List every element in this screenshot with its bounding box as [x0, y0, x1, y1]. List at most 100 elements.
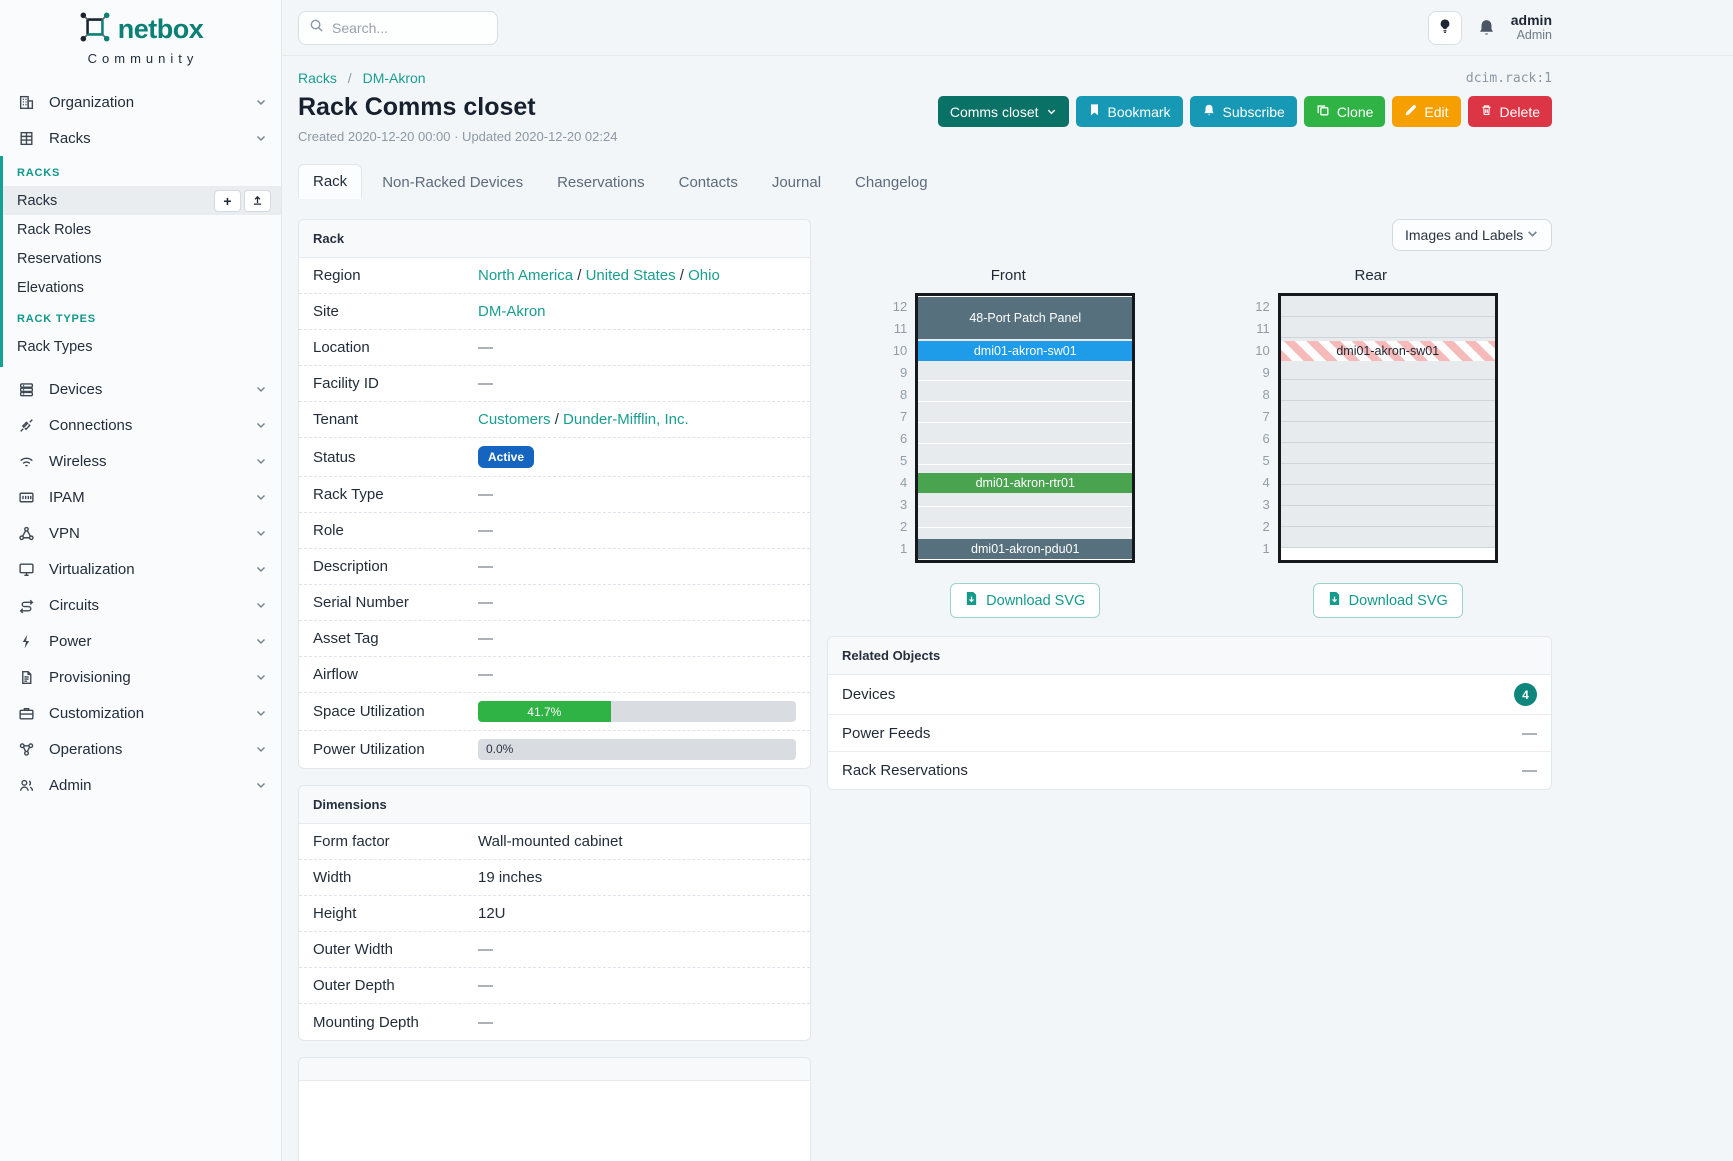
count-badge[interactable]: 4: [1514, 683, 1537, 706]
lightbulb-icon: [1437, 18, 1453, 37]
row-value: —: [478, 375, 796, 392]
sidebar-item-rack-roles[interactable]: Rack Roles: [3, 215, 281, 244]
sidebar-group-wireless[interactable]: Wireless: [0, 443, 281, 479]
row-value-text: —: [478, 339, 493, 356]
info-row-width: Width 19 inches: [299, 860, 810, 896]
device-48-port-patch-panel[interactable]: 48-Port Patch Panel: [918, 297, 1133, 339]
sidebar-group-vpn[interactable]: VPN: [0, 515, 281, 551]
sidebar-group-ipam[interactable]: IPAM: [0, 479, 281, 515]
sidebar-group-label: Connections: [49, 416, 133, 434]
device-dmi01-akron-rtr01[interactable]: dmi01-akron-rtr01: [918, 473, 1133, 493]
tab-rack[interactable]: Rack: [298, 164, 363, 199]
status-badge: Active: [478, 446, 535, 468]
sidebar-item-elevations[interactable]: Elevations: [3, 273, 281, 302]
server-icon: [17, 381, 35, 398]
edit-label: Edit: [1424, 103, 1449, 120]
download-svg-button[interactable]: Download SVG: [950, 583, 1101, 618]
sidebar-group-organization[interactable]: Organization: [0, 84, 281, 120]
bookmark-button[interactable]: Bookmark: [1075, 96, 1183, 127]
empty-slot: [1280, 380, 1495, 401]
link-customers[interactable]: Customers: [478, 411, 551, 428]
operations-icon: [17, 741, 35, 758]
main-content: Racks / DM-Akron dcim.rack:1 Rack Comms …: [282, 56, 1733, 1161]
sidebar-item-reservations[interactable]: Reservations: [3, 244, 281, 273]
sidebar-group-racks[interactable]: Racks: [0, 120, 281, 156]
empty-slot: [1280, 485, 1495, 506]
sidebar-group-customization[interactable]: Customization: [0, 695, 281, 731]
device-dmi01-akron-sw01[interactable]: dmi01-akron-sw01: [1280, 341, 1495, 361]
row-value-text: —: [478, 594, 493, 611]
import-button[interactable]: [244, 189, 271, 212]
sidebar-group-power[interactable]: Power: [0, 623, 281, 659]
unit-number: 7: [900, 409, 908, 424]
unit-numbers: 12 11 10 9 8 7 6 5 4 3 2 1: [881, 293, 907, 563]
row-value-text: 19 inches: [478, 869, 543, 886]
info-row-outer-width: Outer Width —: [299, 932, 810, 968]
sidebar-group-devices[interactable]: Devices: [0, 371, 281, 407]
sidebar-group-provisioning[interactable]: Provisioning: [0, 659, 281, 695]
row-value: —: [478, 339, 796, 356]
link-united-states[interactable]: United States: [585, 267, 676, 284]
sidebar-item-rack-types[interactable]: Rack Types: [3, 332, 281, 361]
trash-icon: [1480, 103, 1493, 120]
info-row-serial-number: Serial Number —: [299, 585, 810, 621]
link-dunder-mifflin-inc[interactable]: Dunder-Mifflin, Inc.: [563, 411, 689, 428]
row-label: Height: [313, 905, 357, 922]
related-objects-title: Related Objects: [828, 637, 1551, 675]
unit-number: 12: [892, 299, 908, 314]
sidebar-group-circuits[interactable]: Circuits: [0, 587, 281, 623]
clone-button[interactable]: Clone: [1303, 96, 1386, 127]
search-box[interactable]: [298, 10, 498, 45]
unit-number: 1: [900, 541, 908, 556]
user-menu[interactable]: admin Admin: [1511, 12, 1552, 44]
sidebar-group-virtualization[interactable]: Virtualization: [0, 551, 281, 587]
breadcrumb-link-racks[interactable]: Racks: [298, 70, 337, 86]
sidebar-group-connections[interactable]: Connections: [0, 407, 281, 443]
row-value-text: —: [478, 522, 493, 539]
sidebar-group-label: Provisioning: [49, 668, 131, 686]
download-svg-button[interactable]: Download SVG: [1312, 583, 1463, 618]
row-label: Region: [313, 267, 361, 284]
netbox-logo-icon: [78, 10, 112, 49]
info-row-airflow: Airflow —: [299, 657, 810, 693]
add-button[interactable]: +: [214, 189, 241, 212]
rear-rack-frame: dmi01-akron-sw01: [1277, 293, 1498, 563]
edit-button[interactable]: Edit: [1392, 96, 1461, 127]
link-north-america[interactable]: North America: [478, 267, 574, 284]
unit-number: 8: [900, 387, 908, 402]
link-ohio[interactable]: Ohio: [688, 267, 720, 284]
theme-toggle-button[interactable]: [1427, 10, 1462, 45]
device-dmi01-akron-pdu01[interactable]: dmi01-akron-pdu01: [918, 539, 1133, 559]
row-label: Mounting Depth: [313, 1013, 419, 1031]
row-value: 41.7%: [478, 701, 796, 722]
info-row-facility-id: Facility ID —: [299, 366, 810, 402]
info-row-site: Site DM-Akron: [299, 294, 810, 330]
notifications-bell-icon[interactable]: [1477, 18, 1496, 37]
device-dmi01-akron-sw01[interactable]: dmi01-akron-sw01: [918, 341, 1133, 361]
sidebar-group-admin[interactable]: Admin: [0, 767, 281, 803]
subscribe-button[interactable]: Subscribe: [1189, 96, 1297, 127]
related-row-power-feeds: Power Feeds —: [828, 715, 1551, 752]
breadcrumb-link-site[interactable]: DM-Akron: [362, 70, 426, 86]
tab-contacts[interactable]: Contacts: [678, 174, 738, 191]
sidebar-group-operations[interactable]: Operations: [0, 731, 281, 767]
search-input[interactable]: [332, 19, 487, 36]
tab-non-racked-devices[interactable]: Non-Racked Devices: [382, 174, 524, 191]
related-label[interactable]: Devices: [842, 686, 896, 703]
related-label[interactable]: Power Feeds: [842, 724, 931, 742]
netbox-logo[interactable]: netbox Community: [0, 0, 281, 70]
tab-changelog[interactable]: Changelog: [855, 174, 928, 191]
tab-journal[interactable]: Journal: [771, 174, 822, 191]
progress-bar: 41.7%: [478, 701, 796, 722]
download-svg-label: Download SVG: [986, 592, 1086, 609]
link-dm-akron[interactable]: DM-Akron: [478, 303, 546, 320]
row-value: Active: [478, 446, 796, 468]
elevation-view-select[interactable]: Images and Labels: [1392, 219, 1552, 251]
view-select-button[interactable]: Comms closet: [937, 96, 1069, 127]
delete-button[interactable]: Delete: [1467, 96, 1552, 127]
sidebar-item-label: Racks: [17, 192, 58, 209]
row-label: Power Utilization: [313, 741, 425, 758]
tab-reservations[interactable]: Reservations: [557, 174, 645, 191]
sidebar-item-racks[interactable]: Racks +: [3, 186, 281, 215]
related-label[interactable]: Rack Reservations: [842, 762, 968, 779]
